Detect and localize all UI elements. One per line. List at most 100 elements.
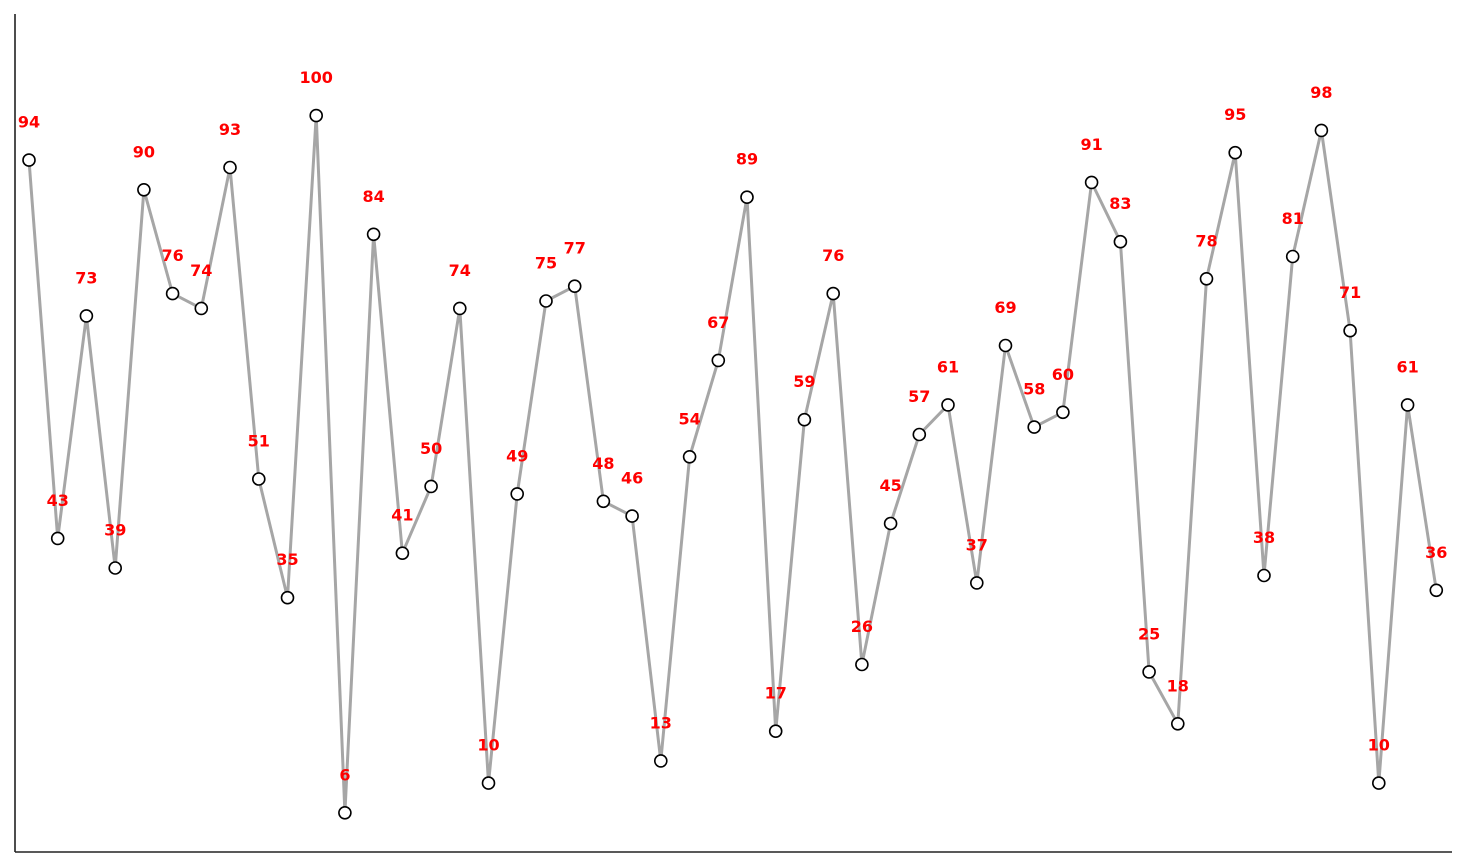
data-label: 54 — [678, 409, 700, 428]
data-point — [79, 309, 94, 323]
data-point — [1400, 398, 1415, 412]
data-point — [969, 576, 984, 590]
data-point — [424, 479, 438, 494]
data-label: 50 — [420, 439, 442, 458]
data-point — [309, 108, 324, 123]
data-label: 98 — [1310, 83, 1332, 102]
data-label: 76 — [822, 246, 844, 265]
data-point — [998, 338, 1013, 353]
data-point — [1199, 271, 1214, 286]
data-label: 83 — [1109, 194, 1131, 213]
data-point — [1027, 420, 1041, 434]
data-point — [797, 412, 812, 427]
data-label: 26 — [851, 617, 873, 636]
data-label: 94 — [18, 113, 40, 132]
data-label: 6 — [339, 765, 350, 784]
data-label: 25 — [1138, 624, 1160, 643]
data-label: 35 — [276, 550, 298, 569]
data-label: 41 — [391, 506, 413, 525]
data-label: 100 — [299, 68, 332, 87]
data-point — [539, 294, 553, 308]
data-point — [768, 724, 783, 739]
data-label: 61 — [937, 357, 959, 376]
data-point — [740, 190, 754, 204]
data-label: 51 — [248, 432, 270, 451]
data-point — [653, 754, 668, 768]
data-point — [1142, 665, 1156, 679]
data-label: 95 — [1224, 105, 1246, 124]
data-point — [1113, 234, 1128, 249]
data-label: 58 — [1023, 380, 1045, 399]
data-point — [1257, 568, 1271, 583]
data-label: 13 — [650, 713, 672, 732]
series-line — [27, 114, 1438, 815]
data-point — [137, 183, 151, 197]
data-point — [1372, 776, 1386, 790]
data-point — [223, 160, 237, 175]
data-label: 39 — [104, 521, 126, 540]
data-point — [596, 494, 611, 509]
data-label: 59 — [793, 372, 815, 391]
data-point — [1343, 323, 1357, 338]
data-point — [1228, 145, 1242, 160]
data-point — [1056, 405, 1070, 420]
data-label: 89 — [736, 150, 758, 169]
data-label: 37 — [966, 535, 988, 554]
data-label: 76 — [161, 246, 183, 265]
data-label: 91 — [1080, 135, 1102, 154]
data-point — [165, 286, 180, 301]
data-label: 18 — [1167, 676, 1189, 695]
data-point — [941, 398, 955, 412]
data-label: 67 — [707, 313, 729, 332]
data-point — [194, 301, 209, 316]
data-label: 38 — [1253, 528, 1275, 547]
data-label: 78 — [1195, 231, 1217, 250]
data-point — [1285, 249, 1300, 264]
data-label: 74 — [190, 261, 212, 280]
data-point — [912, 427, 927, 442]
data-label: 73 — [75, 268, 97, 287]
data-point — [1084, 175, 1099, 190]
data-point — [50, 531, 65, 546]
data-label: 93 — [219, 120, 241, 139]
data-label: 48 — [592, 454, 614, 473]
data-label: 90 — [133, 142, 155, 161]
data-label: 84 — [362, 187, 384, 206]
data-point — [826, 286, 841, 301]
data-point — [883, 516, 898, 531]
data-label: 57 — [908, 387, 930, 406]
data-point — [251, 472, 266, 486]
data-label: 81 — [1282, 209, 1304, 228]
data-label: 10 — [477, 736, 499, 755]
data-label: 60 — [1052, 365, 1074, 384]
points-group — [22, 108, 1444, 820]
data-label: 43 — [47, 491, 69, 510]
data-label: 17 — [765, 684, 787, 703]
data-point — [280, 590, 295, 605]
data-point — [395, 546, 410, 561]
data-point — [1314, 123, 1329, 138]
data-label: 77 — [564, 239, 586, 258]
data-label: 49 — [506, 446, 528, 465]
data-point — [567, 279, 582, 294]
data-label: 10 — [1368, 736, 1390, 755]
data-label: 61 — [1396, 357, 1418, 376]
data-point — [682, 449, 697, 464]
data-point — [481, 776, 496, 790]
data-point — [711, 353, 726, 368]
data-point — [338, 805, 352, 820]
data-label: 69 — [994, 298, 1016, 317]
data-label: 74 — [449, 261, 471, 280]
data-point — [1171, 716, 1185, 731]
data-label: 75 — [535, 254, 557, 273]
data-point — [510, 487, 525, 501]
data-point — [22, 153, 36, 167]
data-point — [108, 561, 122, 575]
labels-group: 94 43 73 39 90 76 74 93 51 35 100 6 84 41 50 74 10 49 75 77… — [18, 68, 1448, 784]
data-point — [452, 301, 467, 316]
data-label: 45 — [879, 476, 901, 495]
data-point — [366, 227, 381, 242]
data-label: 71 — [1339, 283, 1361, 302]
data-point — [625, 509, 639, 523]
